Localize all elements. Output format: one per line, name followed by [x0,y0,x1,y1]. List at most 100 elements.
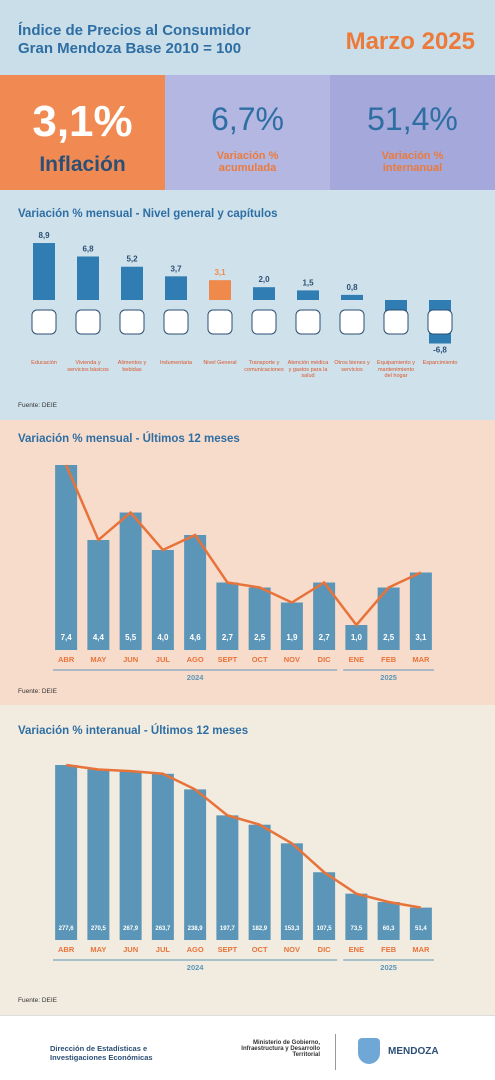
value-label: 197,7 [220,926,236,932]
bar [184,535,207,650]
bar [313,872,336,940]
x-tick-label: AGO [187,945,204,954]
chart-title: Variación % mensual - Últimos 12 meses [18,433,240,445]
icon [163,309,189,335]
x-tick-label: SEPT [218,945,238,954]
group-label: 2024 [187,673,205,682]
category-label: Transporte y comunicaciones [244,360,284,373]
divider [335,1034,336,1070]
kpi-caption: Variación % internanual [381,150,444,174]
x-tick-label: JUN [123,945,138,954]
bar [341,294,363,300]
value-label: 2,0 [258,275,270,284]
bar [253,287,275,300]
value-label: 182,9 [252,926,268,932]
x-tick-label: JUL [156,655,171,664]
source: Fuente: DEIE [18,402,58,409]
chart-title: Variación % interanual - Últimos 12 mese… [18,725,249,737]
bar [77,256,99,300]
value-label: 277,6 [59,926,75,932]
bar [345,625,368,650]
chart-title: Variación % mensual - Nivel general y ca… [18,208,278,220]
group-label: 2025 [380,673,397,682]
bar [151,550,174,650]
value-label: 1,5 [302,278,314,287]
icon [31,309,57,335]
icon [119,309,145,335]
value-label: 3,1 [214,268,226,277]
icon [295,309,321,335]
value-label: 2,5 [383,633,395,642]
bar [385,300,407,313]
x-tick-label: JUN [123,655,138,664]
period: Marzo 2025 [345,28,475,55]
value-label: 3,7 [170,264,182,273]
chart: 7,4 ABR 4,4 MAY 5,5 JUN 4,0 JUL 4,6 AGO 2,7 SEPT 2,5… [53,464,434,682]
kpi-value: 6,7% [211,101,284,137]
kpi-caption: Inflación [39,153,126,176]
footer: Dirección de Estadísticas e Investigacio… [0,1015,495,1080]
bar [55,465,78,650]
value-label: 1,0 [351,633,363,642]
value-label: -6,8 [433,346,447,355]
x-tick-label: OCT [252,945,268,954]
value-label: 238,9 [188,926,204,932]
x-tick-label: NOV [284,655,300,664]
kpi-box: 6,7% Variación % acumulada [165,75,330,190]
shield [358,1038,380,1064]
x-tick-label: MAR [412,945,430,954]
value-label: 6,8 [82,244,94,253]
value-label: 263,7 [155,926,171,932]
category-label: Alimentos y bebidas [117,360,147,373]
value-label: 2,5 [254,633,266,642]
icon [207,309,233,335]
icon [339,309,365,335]
value-label: 2,7 [222,633,234,642]
x-tick-label: ABR [58,945,75,954]
bar [377,901,400,940]
bar [248,587,271,650]
bar [165,276,187,300]
icon [383,309,409,335]
section: Variación % interanual - Últimos 12 mese… [0,705,495,1015]
value-label: 2,7 [319,633,331,642]
value-label: 107,5 [317,926,333,932]
bar [345,893,368,940]
value-label: 73,5 [351,926,363,932]
x-tick-label: JUL [156,945,171,954]
value-label: 267,9 [123,926,139,932]
x-tick-label: DIC [318,655,332,664]
value-label: 0,8 [346,283,358,292]
bar [216,582,239,650]
line [65,763,422,909]
kpi-caption: Variación % acumulada [216,150,279,174]
source: Fuente: DEIE [18,997,58,1004]
x-tick-label: ABR [58,655,75,664]
category-label: Educación [31,360,57,366]
title-1: Índice de Precios al Consumidor [18,22,251,39]
x-tick-label: ENE [349,655,364,664]
value-label: 4,6 [190,633,202,642]
x-tick-label: DIC [318,945,332,954]
bar [313,582,336,650]
line [64,464,422,627]
header: Índice de Precios al Consumidor Gran Men… [0,0,495,75]
footer-ministry: Ministerio de Gobierno, Infraestructura … [241,1040,320,1058]
x-tick-label: ENE [349,945,364,954]
category-label: Nivel General [203,360,237,366]
category-label: Atención médica y gastos para la salud [287,360,329,379]
value-label: 270,5 [91,926,107,932]
value-label: 5,5 [125,633,137,642]
x-tick-label: FEB [381,655,397,664]
category-label: Indumentaria [159,360,193,366]
bar [87,769,110,940]
chart: 277,6 ABR 270,5 MAY 267,9 JUN 263,7 JUL 238,9 AGO… [53,763,434,972]
value-label: 3,1 [415,633,427,642]
bar [280,602,303,650]
title-2: Gran Mendoza Base 2010 = 100 [18,40,242,57]
bar [184,789,207,940]
value-label: 1,9 [286,633,298,642]
category-label: Vivienda y servicios básicos [67,360,109,373]
category-label: Equipamiento y mantenimiento del hogar [377,360,415,379]
